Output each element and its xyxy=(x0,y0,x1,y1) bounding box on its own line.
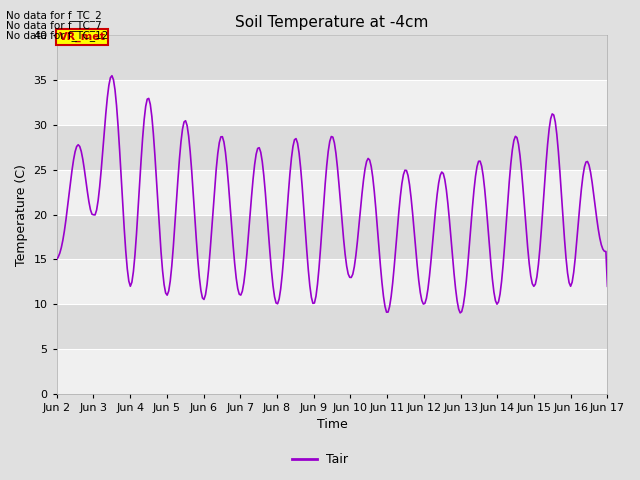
Bar xyxy=(57,36,607,80)
Bar xyxy=(57,304,607,349)
Text: No data for f_TC_7: No data for f_TC_7 xyxy=(6,20,102,31)
Bar xyxy=(57,170,607,215)
Text: VR_met: VR_met xyxy=(58,32,106,42)
Bar xyxy=(57,215,607,259)
Bar xyxy=(57,349,607,394)
X-axis label: Time: Time xyxy=(317,419,348,432)
Bar xyxy=(57,125,607,170)
Title: Soil Temperature at -4cm: Soil Temperature at -4cm xyxy=(236,15,429,30)
Text: No data for f_TC_2: No data for f_TC_2 xyxy=(6,11,102,22)
Legend: Tair: Tair xyxy=(287,448,353,471)
Text: No data for f_TC_12: No data for f_TC_12 xyxy=(6,30,109,41)
Bar xyxy=(57,259,607,304)
Bar xyxy=(57,80,607,125)
Y-axis label: Temperature (C): Temperature (C) xyxy=(15,164,28,265)
